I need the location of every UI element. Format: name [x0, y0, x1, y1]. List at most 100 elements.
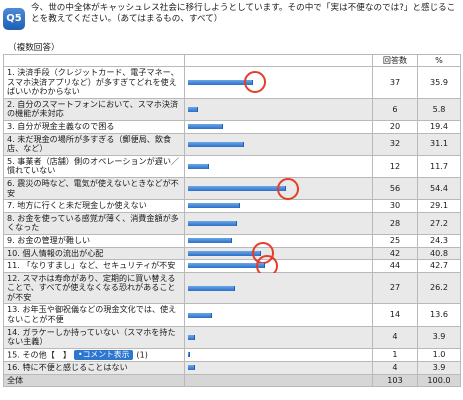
- percent-bar: [188, 186, 286, 192]
- row-count: 25: [372, 233, 418, 248]
- table-row: 4. 未だ現金の場所が多すぎる（郵便局、飲食店、など） 32 31.1: [3, 132, 461, 156]
- row-percent: 19.4: [417, 119, 461, 134]
- percent-bar: [188, 285, 235, 291]
- percent-bar: [188, 163, 209, 169]
- bar-cell: [184, 176, 373, 201]
- table-row: 6. 震災の時など、電気が使えないときなどが不安 56 54.4: [3, 176, 461, 201]
- row-label: 13. お年玉や御祝儀などの現金文化では、使えないことが不便: [3, 303, 185, 327]
- bar-cell: [184, 154, 373, 178]
- row-count: 4: [372, 360, 418, 375]
- table-row: 10. 個人情報の流出が心配 42 40.8: [3, 242, 461, 265]
- row-percent: 31.1: [417, 132, 461, 156]
- row-percent: 40.8: [417, 246, 461, 261]
- row-count: 42: [372, 246, 418, 261]
- bar-cell: [184, 132, 373, 156]
- row-label: 12. スマホは寿命があり、定期的に買い替えることで、すべてが使えなくなる恐れが…: [3, 271, 185, 305]
- table-row: 11. 「なりすまし」など、セキュリティが不安 44 42.7: [3, 254, 461, 277]
- question-header: Q5 今、世の中全体がキャッシュレス社会に移行しようとしています。その中で「実は…: [3, 3, 460, 43]
- percent-bar: [188, 352, 190, 358]
- table-row: 13. お年玉や御祝儀などの現金文化では、使えないことが不便 14 13.6: [3, 303, 461, 327]
- row-count: 12: [372, 154, 418, 178]
- table-row: 7. 地方に行くと未だ現金しか使えない 30 29.1: [3, 199, 461, 213]
- table-row: 1. 決済手段（クレジットカード、電子マネー、スマホ決済アプリなど）が多すぎてど…: [3, 66, 461, 99]
- question-badge: Q5: [3, 8, 25, 30]
- row-count: 20: [372, 119, 418, 134]
- bar-cell: [184, 325, 373, 349]
- bar-cell: [184, 66, 373, 99]
- percent-bar: [188, 365, 195, 371]
- percent-bar: [188, 250, 261, 256]
- row-count: 30: [372, 199, 418, 213]
- row-label: 6. 震災の時など、電気が使えないときなどが不安: [3, 176, 185, 201]
- percent-bar: [188, 203, 240, 209]
- row-label: 15. その他【 】 •コメント表示 (1): [3, 347, 185, 362]
- results-table: 回答数 % 1. 決済手段（クレジットカード、電子マネー、スマホ決済アプリなど）…: [3, 54, 461, 388]
- header-count: 回答数: [372, 54, 418, 67]
- percent-bar: [188, 334, 195, 340]
- row-percent: 3.9: [417, 325, 461, 349]
- multiple-answer-note: （複数回答）: [8, 43, 60, 53]
- row-percent: 5.8: [417, 97, 461, 121]
- row-count: 27: [372, 271, 418, 305]
- percent-bar: [188, 106, 198, 112]
- bar-cell: [184, 347, 373, 362]
- table-row: 15. その他【 】 •コメント表示 (1) 1 1.0: [3, 347, 461, 362]
- row-label: 16. 特に不便と感じることはない: [3, 360, 185, 375]
- row-label: 2. 自分のスマートフォンにおいて、スマホ決済の機能が未対応: [3, 97, 185, 121]
- row-label: 4. 未だ現金の場所が多すぎる（郵便局、飲食店、など）: [3, 132, 185, 156]
- bar-cell: [184, 199, 373, 213]
- total-label: 全体: [3, 373, 185, 388]
- comment-count: (1): [136, 349, 148, 360]
- bar-cell: [184, 242, 373, 265]
- header-percent: %: [417, 54, 461, 67]
- table-row: 5. 事業者（店舗）側のオペレーションが遅い／慣れていない 12 11.7: [3, 154, 461, 178]
- total-bar-cell: [184, 373, 373, 388]
- bar-cell: [184, 303, 373, 327]
- row-label: 10. 個人情報の流出が心配: [3, 246, 185, 261]
- percent-bar: [188, 220, 237, 226]
- row-percent: 1.0: [417, 347, 461, 362]
- results-body: 1. 決済手段（クレジットカード、電子マネー、スマホ決済アプリなど）が多すぎてど…: [3, 66, 461, 388]
- row-label-text: 15. その他【 】: [7, 349, 72, 360]
- bar-cell: [184, 233, 373, 248]
- row-label: 11. 「なりすまし」など、セキュリティが不安: [3, 259, 185, 273]
- bar-cell: [184, 360, 373, 375]
- table-row: 12. スマホは寿命があり、定期的に買い替えることで、すべてが使えなくなる恐れが…: [3, 271, 461, 305]
- row-label: 14. ガラケーしか持っていない（スマホを持たない主義）: [3, 325, 185, 349]
- row-label: 3. 自分が現金主義なので困る: [3, 119, 185, 134]
- percent-bar: [188, 238, 232, 244]
- bar-cell: [184, 211, 373, 235]
- row-count: 1: [372, 347, 418, 362]
- row-count: 37: [372, 66, 418, 99]
- row-count: 14: [372, 303, 418, 327]
- table-row: 8. お金を使っている感覚が薄く、消費金額が多くなった 28 27.2: [3, 211, 461, 235]
- percent-bar: [188, 124, 223, 130]
- row-count: 32: [372, 132, 418, 156]
- percent-bar: [188, 312, 212, 318]
- table-row: 3. 自分が現金主義なので困る 20 19.4: [3, 119, 461, 134]
- row-count: 44: [372, 259, 418, 273]
- row-count: 4: [372, 325, 418, 349]
- total-count: 103: [372, 373, 418, 388]
- header-label-cell: [3, 54, 185, 67]
- comment-show-button[interactable]: •コメント表示: [74, 349, 134, 360]
- row-percent: 29.1: [417, 199, 461, 213]
- row-percent: 27.2: [417, 211, 461, 235]
- row-label: 9. お金の管理が難しい: [3, 233, 185, 248]
- percent-bar: [188, 141, 244, 147]
- highlight-circle: [277, 177, 299, 200]
- total-percent: 100.0: [417, 373, 461, 388]
- row-label: 1. 決済手段（クレジットカード、電子マネー、スマホ決済アプリなど）が多すぎてど…: [3, 66, 185, 99]
- bar-cell: [184, 271, 373, 305]
- table-row: 9. お金の管理が難しい 25 24.3: [3, 233, 461, 248]
- row-percent: 11.7: [417, 154, 461, 178]
- question-text: 今、世の中全体がキャッシュレス社会に移行しようとしています。その中で「実は不便な…: [31, 3, 456, 24]
- bar-cell: [184, 119, 373, 134]
- percent-bar: [188, 263, 265, 269]
- table-row: 16. 特に不便と感じることはない 4 3.9: [3, 360, 461, 375]
- row-count: 56: [372, 176, 418, 201]
- row-percent: 24.3: [417, 233, 461, 248]
- row-count: 28: [372, 211, 418, 235]
- row-count: 6: [372, 97, 418, 121]
- row-percent: 54.4: [417, 176, 461, 201]
